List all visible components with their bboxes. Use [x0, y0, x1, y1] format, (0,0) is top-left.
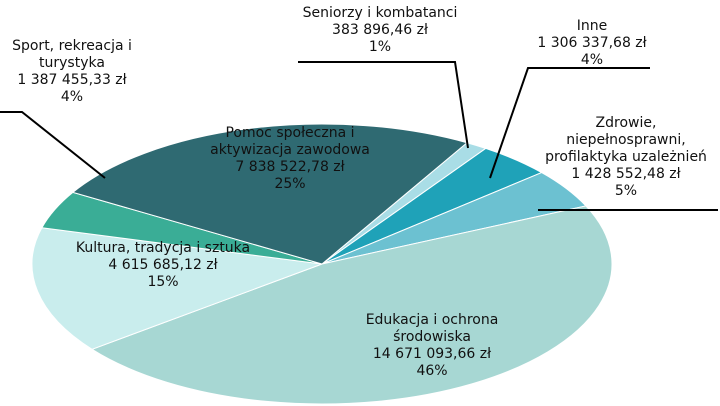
- pie-slice: [71, 123, 469, 265]
- slice-label: Sport, rekreacja i turystyka 1 387 455,33…: [0, 38, 147, 106]
- percentage-label: 5%: [614, 183, 638, 199]
- slice-label: Seniorzy i kombatanci 383 896,46 zł 1%: [280, 5, 480, 56]
- value-label: 14 671 093,66 zł: [372, 346, 492, 362]
- percentage-label: 4%: [580, 52, 604, 68]
- percentage-label: 4%: [60, 89, 84, 105]
- pie-slice: [31, 227, 323, 350]
- leader-lines: [0, 61, 718, 211]
- percentage-label: 25%: [274, 176, 306, 192]
- value-label: 1 428 552,48 zł: [571, 166, 681, 182]
- value-label: 1 387 455,33 zł: [17, 72, 127, 88]
- pie-slice: [90, 205, 613, 405]
- slice-label: Zdrowie, niepełnosprawni, profilaktyka u…: [536, 115, 716, 200]
- value-label: 1 306 337,68 zł: [537, 35, 647, 51]
- slice-label: Pomoc społeczna i aktywizacja zawodowa 7 …: [195, 125, 385, 193]
- leader-line: [0, 111, 106, 179]
- slice-label: Kultura, tradycja i sztuka 4 615 685,12 z…: [63, 240, 263, 291]
- category-label: Sport, rekreacja i turystyka: [12, 38, 132, 71]
- category-label: Zdrowie, niepełnosprawni, profilaktyka u…: [545, 115, 707, 165]
- slice-label: Edukacja i ochrona środowiska 14 671 093,…: [332, 312, 532, 380]
- value-label: 383 896,46 zł: [332, 22, 428, 38]
- leader-line: [489, 67, 650, 179]
- percentage-label: 46%: [416, 363, 448, 379]
- category-label: Edukacja i ochrona środowiska: [365, 312, 499, 345]
- leader-line: [298, 61, 469, 149]
- percentage-label: 1%: [368, 39, 392, 55]
- value-label: 4 615 685,12 zł: [108, 257, 218, 273]
- percentage-label: 15%: [147, 274, 179, 290]
- category-label: Pomoc społeczna i aktywizacja zawodowa: [210, 125, 370, 158]
- slice-label: Inne 1 306 337,68 zł 4%: [517, 18, 667, 69]
- value-label: 7 838 522,78 zł: [235, 159, 345, 175]
- category-label: Kultura, tradycja i sztuka: [75, 240, 251, 256]
- category-label: Seniorzy i kombatanci: [302, 5, 458, 21]
- category-label: Inne: [576, 18, 608, 34]
